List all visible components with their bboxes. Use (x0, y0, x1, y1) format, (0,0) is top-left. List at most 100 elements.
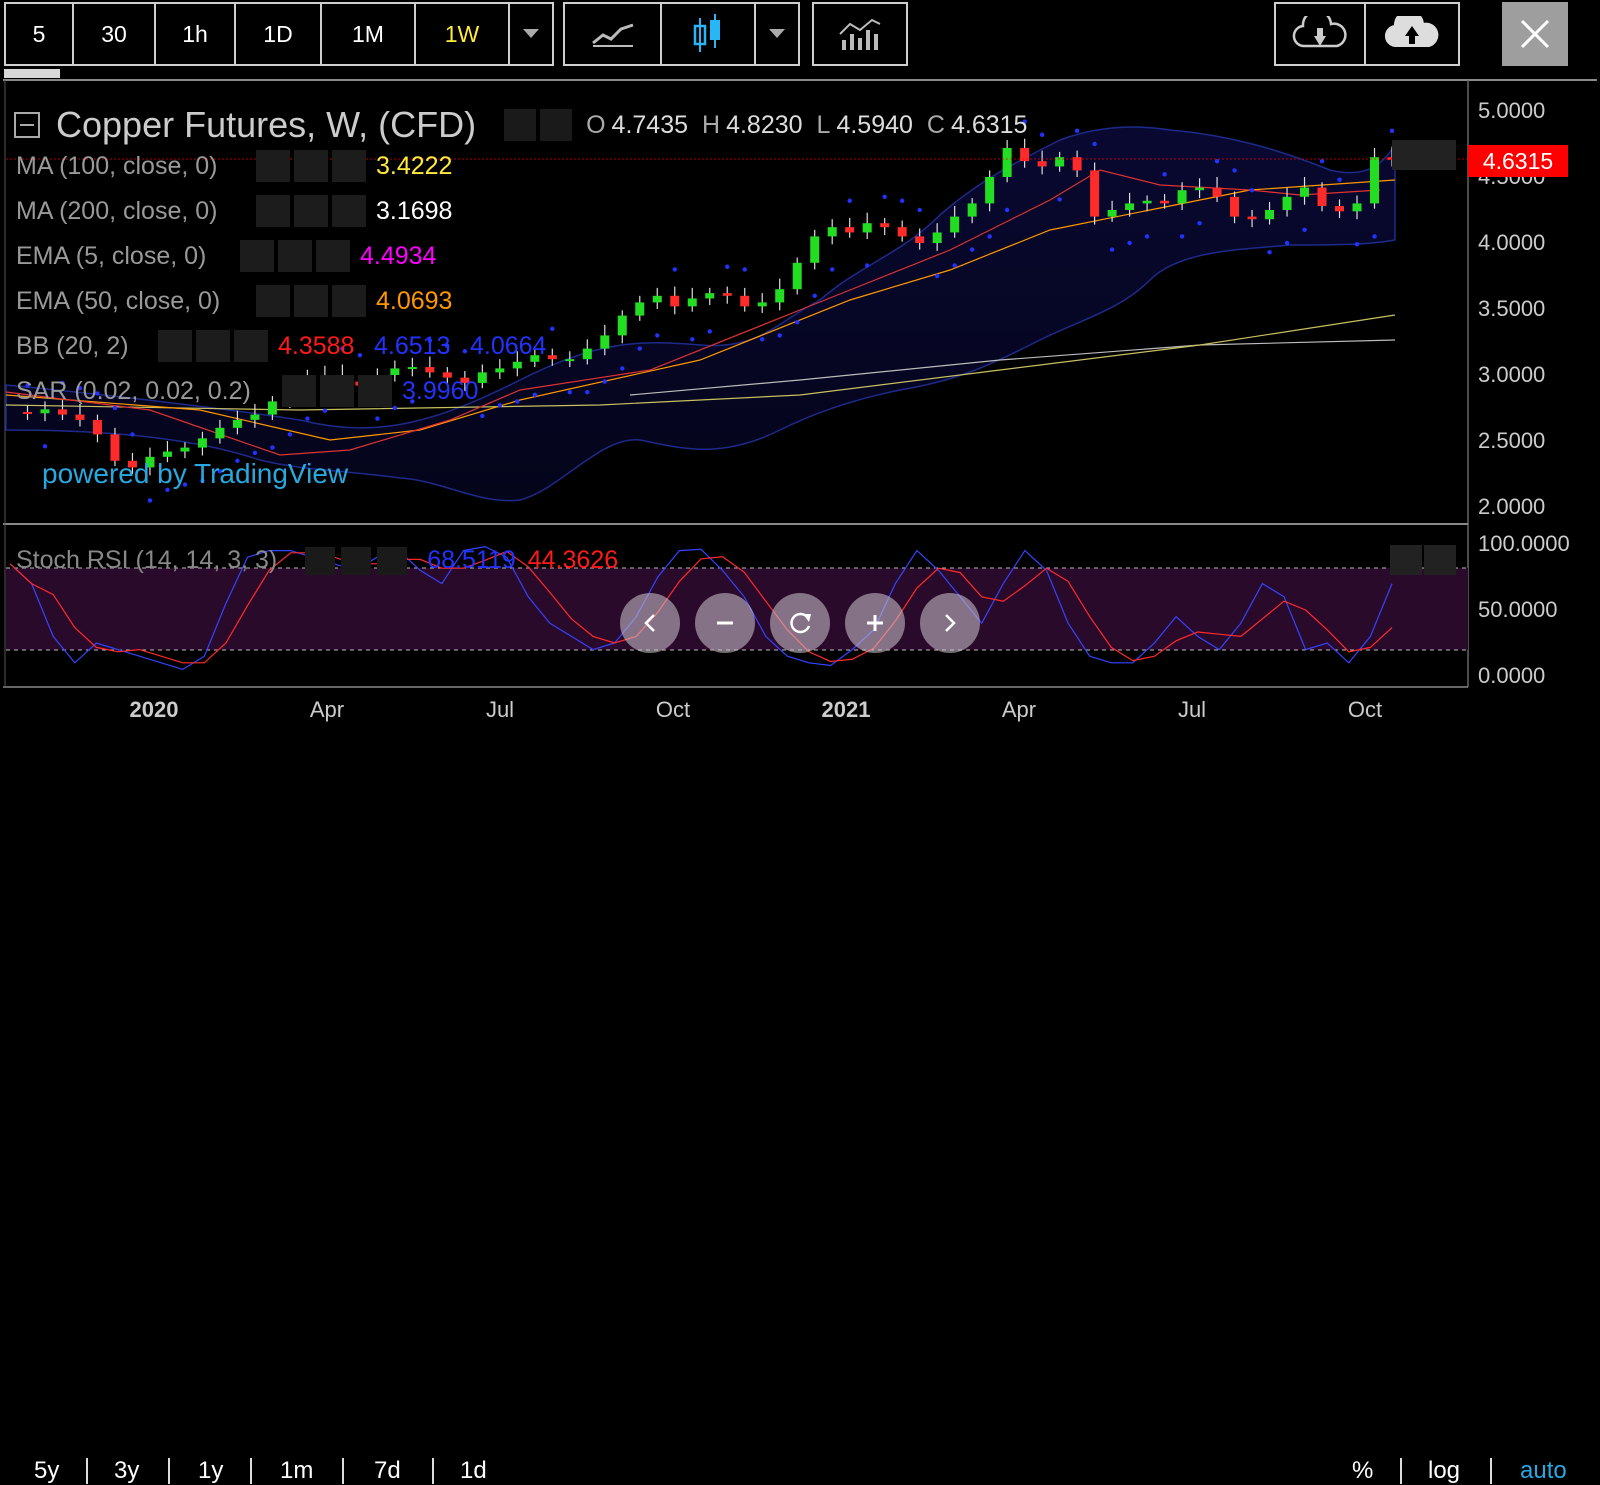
pane-move-down-button[interactable] (1424, 140, 1456, 170)
sar-dot (1372, 234, 1377, 239)
range-button[interactable]: 1y (198, 1457, 224, 1484)
candle-body (215, 427, 225, 439)
range-button[interactable]: 1m (280, 1457, 314, 1484)
stoch-move-down-button[interactable] (1424, 545, 1456, 575)
candle-body (1370, 157, 1380, 204)
cloud-download-button[interactable] (1274, 2, 1366, 66)
scale-separator (1490, 1458, 1492, 1484)
scroll-indicator[interactable] (4, 69, 60, 78)
indicator-eye-icon[interactable] (282, 375, 316, 407)
interval-5-button[interactable]: 5 (4, 2, 74, 66)
indicator-eye-icon[interactable] (240, 240, 274, 272)
indicator-value: 4.0693 (376, 287, 453, 315)
stoch-axis-label: 0.0000 (1478, 663, 1546, 688)
scale-option-button[interactable]: log (1428, 1457, 1461, 1484)
line-chart-button[interactable] (563, 2, 662, 66)
sar-dot (550, 326, 555, 331)
indicator-gear-icon[interactable] (294, 285, 328, 317)
indicator-gear-icon[interactable] (320, 375, 354, 407)
minus-icon (717, 621, 733, 625)
reset-view-button[interactable] (770, 593, 830, 653)
candlestick-button[interactable] (660, 2, 756, 66)
indicator-value: 4.3588 (278, 332, 355, 360)
stoch-gear-icon[interactable] (341, 546, 372, 575)
interval-30-button[interactable]: 30 (72, 2, 156, 66)
sar-dot (95, 391, 100, 396)
interval-dropdown-button[interactable] (508, 2, 554, 66)
stoch-remove-icon[interactable] (377, 546, 408, 575)
stoch-eye-icon[interactable] (305, 546, 336, 575)
legend-eye-icon[interactable] (504, 109, 537, 141)
indicator-remove-icon[interactable] (358, 375, 392, 407)
sar-dot (130, 432, 135, 437)
sar-dot (1004, 207, 1010, 213)
indicator-gear-icon[interactable] (196, 330, 230, 362)
chart-type-dropdown-button[interactable] (754, 2, 800, 66)
interval-1h-button[interactable]: 1h (154, 2, 236, 66)
range-button[interactable]: 5y (34, 1457, 60, 1484)
candle-body (1247, 216, 1257, 220)
indicator-eye-icon[interactable] (158, 330, 192, 362)
sar-dot (1214, 158, 1220, 164)
candle-body (1037, 161, 1047, 167)
candle-body (897, 227, 907, 237)
candle-body (967, 203, 977, 217)
time-axis-label: Oct (1347, 697, 1383, 722)
stoch-name: Stoch RSI (14, 14, 3, 3) (16, 546, 278, 574)
chevron-right-icon (945, 614, 956, 632)
candle-body (477, 372, 487, 383)
cloud-upload-icon (1385, 16, 1439, 48)
indicator-eye-icon[interactable] (256, 150, 290, 182)
indicator-name: SAR (0.02, 0.02, 0.2) (16, 377, 251, 405)
legend-gear-icon[interactable] (540, 109, 573, 141)
line-chart-icon (591, 23, 633, 47)
candle-body (880, 223, 890, 228)
sar-dot (1302, 227, 1307, 232)
candle-body (407, 367, 417, 370)
indicator-gear-icon[interactable] (294, 150, 328, 182)
interval-1d-button[interactable]: 1D (234, 2, 322, 66)
candle-body (1317, 187, 1327, 207)
indicator-remove-icon[interactable] (332, 285, 366, 317)
pane-move-up-button[interactable] (1392, 140, 1424, 170)
range-button[interactable]: 1d (460, 1457, 487, 1484)
range-button[interactable]: 7d (374, 1457, 401, 1484)
sar-dot (1022, 119, 1027, 124)
interval-1m-button[interactable]: 1M (320, 2, 416, 66)
indicator-remove-icon[interactable] (234, 330, 268, 362)
indicator-value: 3.1698 (376, 197, 453, 225)
candle-body (57, 409, 67, 415)
candle-body (1055, 157, 1065, 167)
price-axis-label: 3.0000 (1478, 362, 1546, 387)
cloud-upload-button[interactable] (1364, 2, 1460, 66)
indicator-eye-icon[interactable] (256, 195, 290, 227)
time-axis-label: Apr (1001, 697, 1037, 722)
stoch-move-up-button[interactable] (1390, 545, 1422, 575)
indicator-name: EMA (50, close, 0) (16, 287, 221, 315)
indicator-remove-icon[interactable] (332, 150, 366, 182)
indicator-gear-icon[interactable] (294, 195, 328, 227)
sar-dot (392, 405, 398, 411)
close-button[interactable] (1502, 2, 1568, 66)
scale-option-button[interactable]: auto (1520, 1457, 1567, 1484)
range-separator (342, 1458, 344, 1484)
zoom-out-button[interactable] (695, 593, 755, 653)
candle-body (1142, 200, 1152, 204)
collapse-icon[interactable] (14, 112, 40, 138)
indicator-eye-icon[interactable] (256, 285, 290, 317)
sar-dot (480, 413, 485, 419)
sar-dot (585, 389, 590, 395)
scroll-right-button[interactable] (920, 593, 980, 653)
candle-body (495, 368, 505, 373)
range-button[interactable]: 3y (114, 1457, 140, 1484)
indicator-remove-icon[interactable] (332, 195, 366, 227)
stoch-k-value: 68.5119 (427, 546, 516, 574)
candle-body (827, 227, 837, 237)
zoom-in-button[interactable] (845, 593, 905, 653)
scroll-left-button[interactable] (620, 593, 680, 653)
sar-dot (182, 482, 188, 487)
scale-option-button[interactable]: % (1352, 1457, 1374, 1484)
indicators-button[interactable] (812, 2, 908, 66)
indicator-gear-icon[interactable] (278, 240, 312, 272)
indicator-remove-icon[interactable] (316, 240, 350, 272)
